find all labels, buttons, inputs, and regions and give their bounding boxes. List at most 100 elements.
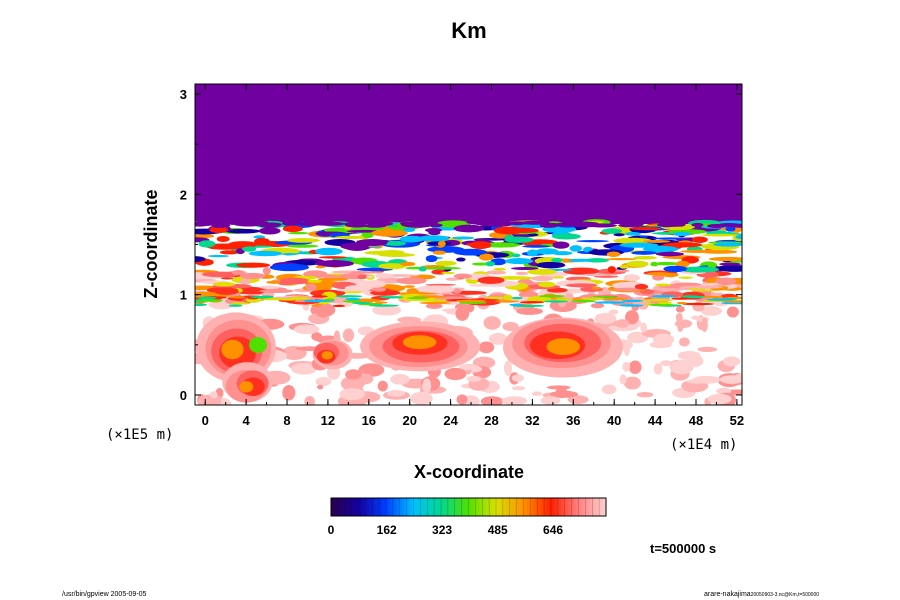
- thin-streak: [594, 301, 626, 304]
- mixing-streak: [601, 228, 623, 234]
- thin-streak: [555, 298, 572, 301]
- thin-streak: [571, 299, 597, 303]
- field-patch: [372, 304, 402, 316]
- field-patch: [628, 360, 642, 375]
- mixing-streak: [613, 233, 625, 237]
- thin-streak: [706, 298, 735, 301]
- mixing-streak: [522, 245, 551, 248]
- mixing-streak: [654, 261, 679, 266]
- field-patch: [619, 374, 627, 385]
- boundary-edge: [466, 220, 490, 225]
- mixing-streak: [240, 278, 251, 285]
- thin-streak: [379, 296, 404, 299]
- field-patch: [697, 346, 718, 352]
- field-patch: [700, 306, 723, 316]
- thin-streak: [407, 296, 428, 300]
- x-tick-label: 8: [283, 413, 290, 428]
- mixing-streak: [451, 236, 475, 240]
- mixing-streak: [624, 232, 641, 236]
- field-patch: [342, 328, 355, 342]
- mixing-streak: [678, 276, 694, 279]
- mixing-streak: [349, 271, 384, 274]
- boundary-edge: [314, 221, 343, 226]
- mixing-streak: [503, 294, 513, 301]
- thin-streak: [456, 299, 487, 303]
- mixing-streak: [195, 256, 206, 262]
- x-axis: 0 4 8 12 16 20 24 28 32 36 40 44 48 52: [202, 84, 744, 428]
- mixing-streak: [437, 241, 446, 247]
- boundary-edge: [658, 223, 675, 228]
- mixing-streak: [233, 286, 268, 295]
- mixing-streak: [262, 267, 271, 275]
- thin-streak: [648, 303, 675, 307]
- thin-streak: [651, 295, 677, 298]
- field-patch: [623, 342, 630, 357]
- field-patch: [734, 373, 742, 380]
- mixing-streak: [239, 272, 266, 280]
- mixing-streak: [357, 274, 367, 280]
- thin-streak: [680, 295, 699, 298]
- mixing-streak: [504, 227, 539, 234]
- mixing-streak: [321, 291, 337, 300]
- thin-streak: [640, 298, 674, 302]
- field-patch: [315, 306, 331, 318]
- field-patch: [555, 387, 568, 399]
- mixing-streak: [279, 277, 310, 285]
- mixing-streak: [735, 234, 742, 239]
- field-patch: [422, 378, 432, 394]
- field-patch: [601, 384, 617, 395]
- field-patch: [480, 396, 504, 405]
- mixing-streak: [319, 274, 340, 279]
- field-patch: [594, 312, 617, 325]
- thin-streak: [676, 301, 687, 305]
- x-tick-label: 4: [243, 413, 251, 428]
- mixing-streak: [478, 253, 494, 261]
- thin-streak: [196, 299, 224, 302]
- mixing-streak: [209, 226, 228, 234]
- boundary-edge: [408, 220, 439, 225]
- field-patch: [511, 374, 524, 382]
- mixing-streak: [253, 237, 270, 246]
- field-patch: [327, 365, 341, 380]
- thin-streak: [195, 303, 208, 306]
- mixing-streak: [456, 229, 481, 232]
- thin-streak: [345, 297, 361, 301]
- footer-right-main: arare-nakajima: [704, 591, 751, 598]
- field-patch: [339, 388, 365, 401]
- mixing-streak: [207, 254, 229, 258]
- mixing-streak: [551, 257, 563, 263]
- x-tick-label: 40: [607, 413, 621, 428]
- mixing-streak: [515, 271, 529, 276]
- mixing-streak: [453, 273, 472, 279]
- mixing-streak: [364, 250, 400, 255]
- field-patch: [503, 360, 513, 376]
- mixing-streak: [619, 242, 659, 248]
- thin-streak: [419, 301, 452, 305]
- mixing-streak: [286, 244, 319, 248]
- y-tick-label: 0: [180, 388, 187, 403]
- upper-uniform-region: [195, 84, 742, 224]
- field-patch: [387, 390, 406, 397]
- field-patch: [707, 393, 732, 405]
- mixing-streak: [416, 285, 455, 293]
- field-patch: [209, 391, 218, 399]
- field-patch: [293, 324, 320, 335]
- mixing-streak: [568, 258, 592, 262]
- mixing-streak: [562, 288, 583, 294]
- mixing-streak: [231, 269, 245, 276]
- mixing-streak: [486, 270, 507, 275]
- field-patch: [640, 322, 647, 333]
- mixing-streak: [224, 228, 261, 234]
- thin-streak: [657, 301, 673, 305]
- mixing-streak: [205, 243, 245, 250]
- thin-streak: [519, 301, 545, 304]
- thin-streak: [228, 304, 243, 307]
- mixing-streak: [655, 283, 671, 287]
- field-patch: [377, 380, 388, 392]
- boundary-edge: [403, 223, 432, 228]
- y-tick-label: 3: [180, 87, 187, 102]
- field-patch: [502, 321, 519, 332]
- field-patch: [623, 376, 641, 390]
- mixing-streak: [336, 288, 359, 292]
- mixing-streak: [634, 283, 649, 290]
